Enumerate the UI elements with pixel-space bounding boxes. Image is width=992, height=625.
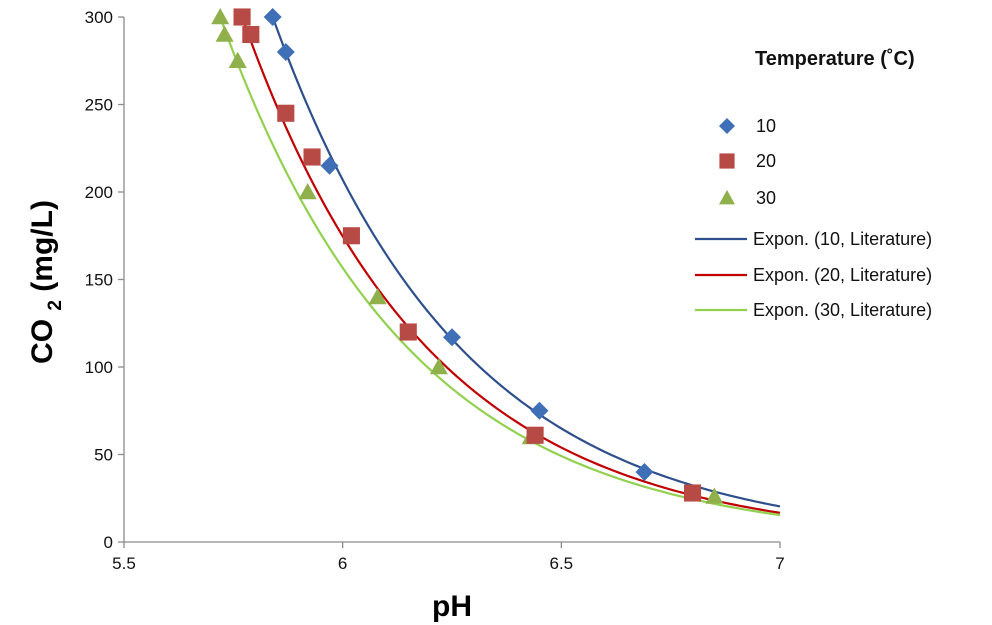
data-point-square bbox=[526, 426, 544, 444]
legend-item-label: Expon. (20, Literature) bbox=[753, 265, 932, 285]
trendline bbox=[271, 16, 781, 508]
legend: Temperature (˚C) 10 20 30 Expon. (10, Liter… bbox=[695, 47, 932, 320]
trendline bbox=[241, 16, 781, 514]
data-point-square bbox=[342, 227, 360, 245]
data-point-square bbox=[303, 148, 321, 166]
data-point-square bbox=[719, 153, 735, 169]
data-point-diamond bbox=[263, 8, 282, 26]
legend-item-label: 30 bbox=[756, 188, 776, 208]
y-axis-label-units: (mg/L) bbox=[26, 200, 59, 292]
trendline bbox=[219, 16, 781, 517]
data-point-diamond bbox=[719, 118, 735, 134]
data-point-square bbox=[233, 8, 251, 26]
data-point-square bbox=[277, 104, 295, 122]
legend-item-label: Expon. (10, Literature) bbox=[753, 229, 932, 249]
y-tick-label: 0 bbox=[104, 533, 113, 552]
x-tick-label: 6 bbox=[338, 554, 347, 573]
legend-item-label: Expon. (30, Literature) bbox=[753, 300, 932, 320]
data-point-triangle bbox=[298, 183, 317, 200]
data-point-diamond bbox=[276, 43, 295, 61]
data-point-diamond bbox=[320, 156, 339, 175]
data-point-diamond bbox=[530, 401, 549, 420]
legend-items: 10 20 30 Expon. (10, Literature) Expon. (20,… bbox=[695, 116, 932, 320]
data-point-diamond bbox=[635, 463, 654, 481]
legend-item-label: 10 bbox=[756, 116, 776, 136]
data-point-square bbox=[242, 25, 260, 44]
y-tick-label: 150 bbox=[85, 271, 113, 290]
y-tick-label: 200 bbox=[85, 183, 113, 202]
y-axis-label-subscript: 2 bbox=[45, 300, 66, 311]
y-tick-label: 50 bbox=[94, 446, 113, 465]
data-point-triangle bbox=[719, 190, 735, 205]
data-point-triangle bbox=[368, 288, 387, 305]
y-axis-label: CO 2 (mg/L) bbox=[26, 200, 68, 364]
data-point-triangle bbox=[215, 25, 234, 42]
data-point-triangle bbox=[228, 51, 247, 68]
legend-title: Temperature (˚C) bbox=[755, 47, 915, 70]
data-point-triangle bbox=[211, 8, 230, 25]
data-point-square bbox=[683, 484, 702, 502]
x-tick-label: 7 bbox=[775, 554, 784, 573]
data-point-triangle bbox=[705, 487, 724, 504]
trendlines bbox=[219, 16, 781, 517]
data-point-square bbox=[399, 323, 417, 341]
x-axis-label: pH bbox=[432, 590, 472, 623]
x-tick-label: 5.5 bbox=[112, 554, 136, 573]
y-tick-label: 250 bbox=[85, 96, 113, 115]
y-tick-label: 100 bbox=[85, 358, 113, 377]
y-tick-label: 300 bbox=[85, 8, 113, 27]
y-axis-label-main: CO bbox=[26, 319, 59, 364]
data-point-triangle bbox=[429, 358, 448, 375]
x-tick-label: 6.5 bbox=[550, 554, 574, 573]
data-point-diamond bbox=[443, 328, 461, 347]
data-points bbox=[211, 8, 724, 504]
axes: 0 50 100 150 200 250 300 5.5 6 6.5 7 bbox=[85, 8, 785, 573]
legend-item-label: 20 bbox=[756, 151, 776, 171]
